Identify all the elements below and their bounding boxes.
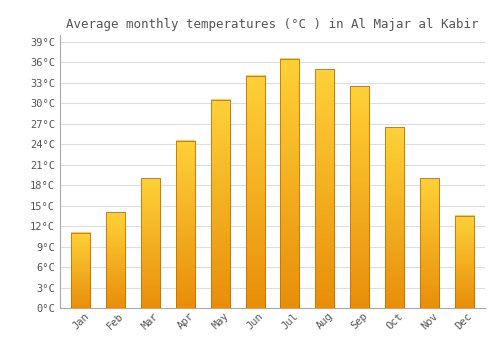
Bar <box>141 178 160 308</box>
Bar <box>72 233 90 308</box>
Bar <box>350 86 369 308</box>
Bar <box>280 59 299 308</box>
Bar <box>106 212 126 308</box>
Bar <box>315 69 334 308</box>
Bar <box>210 100 230 308</box>
Bar <box>280 59 299 308</box>
Bar <box>420 178 439 308</box>
Title: Average monthly temperatures (°C ) in Al Majar al Kabir: Average monthly temperatures (°C ) in Al… <box>66 18 479 31</box>
Bar <box>420 178 439 308</box>
Bar <box>315 69 334 308</box>
Bar <box>106 212 126 308</box>
Bar <box>176 141 195 308</box>
Bar <box>385 127 404 308</box>
Bar <box>246 76 264 308</box>
Bar <box>454 216 473 308</box>
Bar <box>176 141 195 308</box>
Bar <box>385 127 404 308</box>
Bar <box>350 86 369 308</box>
Bar <box>210 100 230 308</box>
Bar <box>454 216 473 308</box>
Bar <box>141 178 160 308</box>
Bar <box>72 233 90 308</box>
Bar <box>246 76 264 308</box>
